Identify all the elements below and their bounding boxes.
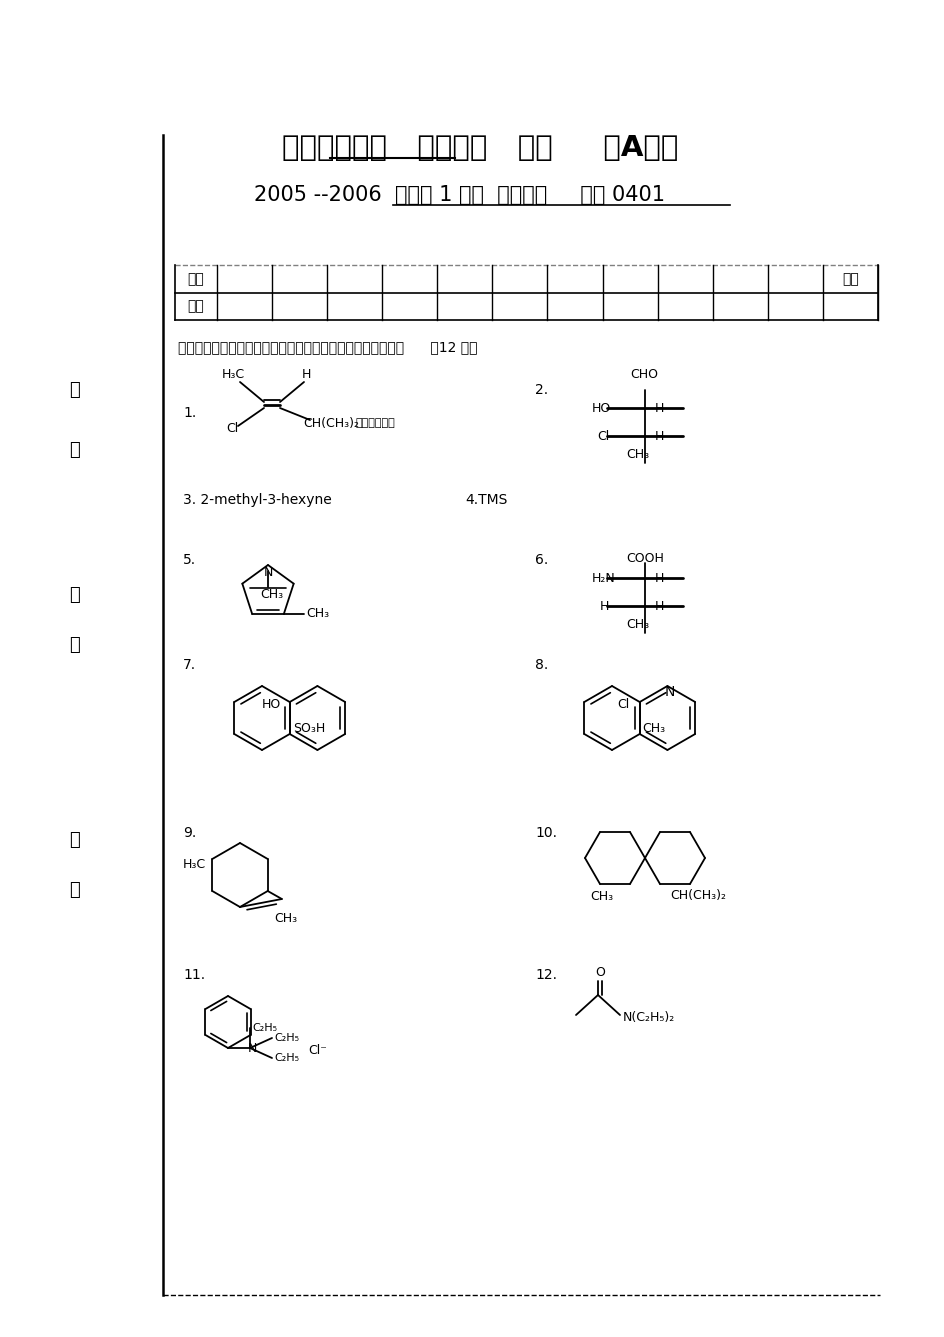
Text: N: N bbox=[247, 1042, 257, 1055]
Text: Cl: Cl bbox=[597, 429, 609, 443]
Text: 名: 名 bbox=[70, 381, 80, 398]
Text: 班: 班 bbox=[70, 881, 80, 898]
Text: 7.: 7. bbox=[183, 658, 196, 673]
Text: CH₃: CH₃ bbox=[306, 607, 329, 620]
Text: HO: HO bbox=[261, 698, 280, 710]
Text: 2005 --2006  学年第 1 学期  使用班级     强化 0401: 2005 --2006 学年第 1 学期 使用班级 强化 0401 bbox=[254, 185, 665, 205]
Text: 一、对下列化合物命名或写出结构式（立体异构要写出构型）      （12 分）: 一、对下列化合物命名或写出结构式（立体异构要写出构型） （12 分） bbox=[177, 340, 477, 354]
Text: HO: HO bbox=[591, 401, 611, 414]
Text: 1.: 1. bbox=[183, 406, 196, 420]
Text: H: H bbox=[654, 571, 664, 584]
Text: 4.TMS: 4.TMS bbox=[464, 493, 507, 507]
Text: N: N bbox=[664, 685, 674, 699]
Text: Cl: Cl bbox=[617, 698, 630, 710]
Text: 8.: 8. bbox=[534, 658, 548, 673]
Text: C₂H₅: C₂H₅ bbox=[252, 1023, 277, 1034]
Text: COOH: COOH bbox=[625, 551, 664, 564]
Text: CH(CH₃)₂: CH(CH₃)₂ bbox=[303, 417, 359, 429]
Text: H: H bbox=[654, 599, 664, 612]
Text: 10.: 10. bbox=[534, 826, 556, 840]
Text: 号: 号 bbox=[70, 586, 80, 604]
Text: 9.: 9. bbox=[183, 826, 196, 840]
Text: SO₃H: SO₃H bbox=[293, 722, 325, 735]
Text: 6.: 6. bbox=[534, 554, 548, 567]
Text: 3. 2-methyl-3-hexyne: 3. 2-methyl-3-hexyne bbox=[183, 493, 331, 507]
Text: Cl⁻: Cl⁻ bbox=[308, 1043, 327, 1056]
Text: 南京工业大学   有机化学   试题     （A）卷: 南京工业大学 有机化学 试题 （A）卷 bbox=[281, 134, 678, 162]
Text: CH₃: CH₃ bbox=[625, 448, 649, 461]
Text: H: H bbox=[302, 369, 311, 381]
Text: N: N bbox=[263, 567, 273, 579]
Text: 姓: 姓 bbox=[70, 441, 80, 459]
Text: CH(CH₃)₂: CH(CH₃)₂ bbox=[669, 889, 725, 902]
Text: 得分: 得分 bbox=[188, 299, 204, 313]
Text: CHO: CHO bbox=[630, 369, 657, 381]
Text: 级: 级 bbox=[70, 832, 80, 849]
Text: H: H bbox=[599, 599, 609, 612]
Text: 11.: 11. bbox=[183, 968, 205, 981]
Text: O: O bbox=[595, 967, 604, 980]
Text: CH₃: CH₃ bbox=[625, 618, 649, 631]
Text: H₃C: H₃C bbox=[222, 369, 244, 381]
Text: 5.: 5. bbox=[183, 554, 196, 567]
Text: H₃C: H₃C bbox=[182, 857, 205, 870]
Text: 学: 学 bbox=[70, 636, 80, 654]
Text: 2.: 2. bbox=[534, 382, 548, 397]
Text: 总分: 总分 bbox=[841, 271, 858, 286]
Text: CH₃: CH₃ bbox=[260, 588, 283, 602]
Text: CH₃: CH₃ bbox=[274, 912, 296, 925]
Text: C₂H₅: C₂H₅ bbox=[274, 1034, 298, 1043]
Text: 题号: 题号 bbox=[188, 271, 204, 286]
Text: CH₃: CH₃ bbox=[642, 722, 666, 735]
Text: H₂N: H₂N bbox=[591, 571, 615, 584]
Text: H: H bbox=[654, 429, 664, 443]
Text: Cl: Cl bbox=[226, 421, 238, 435]
Text: CH₃: CH₃ bbox=[589, 889, 613, 902]
Text: C₂H₅: C₂H₅ bbox=[274, 1054, 298, 1063]
Text: N(C₂H₅)₂: N(C₂H₅)₂ bbox=[622, 1012, 675, 1024]
Text: 12.: 12. bbox=[534, 968, 556, 981]
Text: H: H bbox=[654, 401, 664, 414]
Text: （英文名称）: （英文名称） bbox=[355, 418, 395, 428]
